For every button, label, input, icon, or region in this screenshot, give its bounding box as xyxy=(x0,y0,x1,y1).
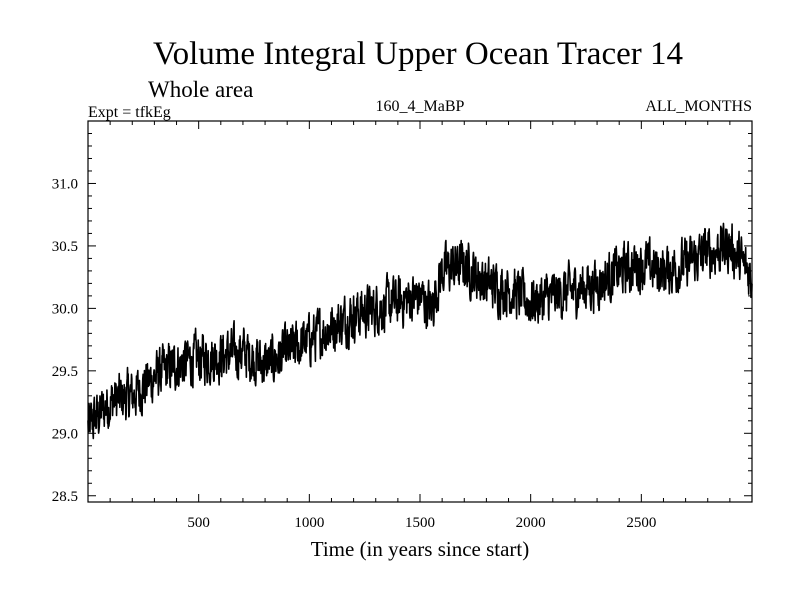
period-label: 160_4_MaBP xyxy=(376,98,465,115)
x-tick-label: 1500 xyxy=(405,515,435,531)
y-tick-label: 28.5 xyxy=(52,489,78,505)
y-tick-label: 31.0 xyxy=(52,176,78,192)
series-line xyxy=(87,222,753,440)
x-axis: 500 1000 1500 2000 2500 xyxy=(109,121,731,531)
x-axis-label: Time (in years since start) xyxy=(311,537,530,561)
y-tick-label: 29.0 xyxy=(52,426,78,442)
plot-frame xyxy=(87,120,753,503)
chart-title: Volume Integral Upper Ocean Tracer 14 xyxy=(153,36,683,72)
x-tick-label: 2000 xyxy=(516,515,546,531)
y-tick-label: 29.5 xyxy=(52,364,78,380)
y-tick-label: 30.0 xyxy=(52,301,78,317)
months-label: ALL_MONTHS xyxy=(645,98,752,115)
y-axis: 28.5 29.0 29.5 30.0 30.5 31.0 xyxy=(52,132,752,505)
x-tick-label: 1000 xyxy=(294,515,324,531)
chart-subtitle: Whole area xyxy=(148,77,253,102)
y-tick-label: 30.5 xyxy=(52,239,78,255)
x-tick-label: 2500 xyxy=(626,515,656,531)
series-layer xyxy=(87,222,753,440)
x-tick-label: 500 xyxy=(187,515,210,531)
experiment-label: Expt = tfkEg xyxy=(88,104,171,121)
